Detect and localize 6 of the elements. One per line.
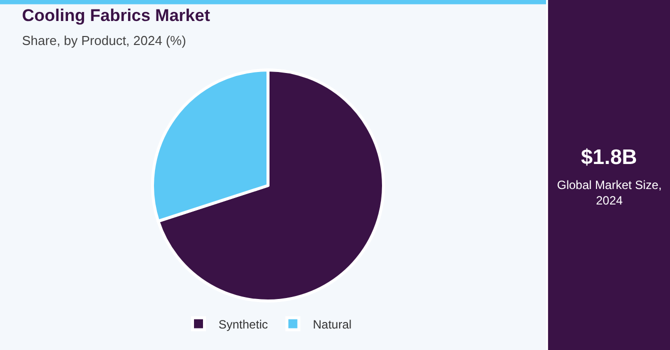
text: Global Market Size, 2024 (557, 178, 662, 208)
chart-title: Cooling Fabrics Market (22, 6, 210, 25)
legend-label: Synthetic (218, 317, 268, 332)
legend-label: Natural (312, 317, 352, 332)
text: $1.8B (581, 146, 638, 169)
chart-subtitle: Share, by Product, 2024 (%) (22, 33, 186, 48)
